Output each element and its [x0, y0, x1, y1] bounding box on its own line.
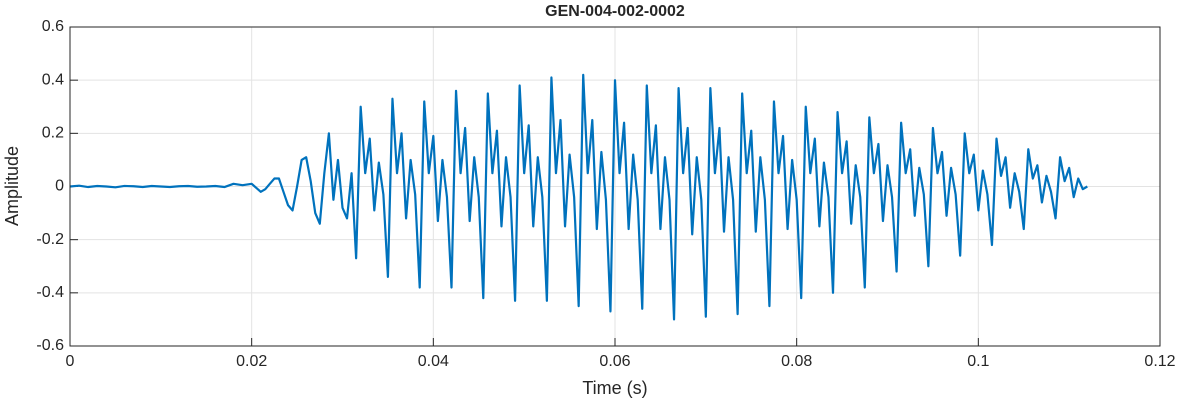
y-tick-label: -0.2	[36, 231, 64, 248]
x-tick-label: 0.02	[236, 353, 267, 370]
y-axis-label: Amplitude	[2, 146, 22, 226]
x-tick-label: 0	[66, 353, 75, 370]
waveform	[69, 73, 1088, 321]
plot-frame	[69, 26, 1161, 347]
x-tick-label: 0.1	[967, 353, 989, 370]
y-tick-label: 0	[55, 178, 64, 195]
chart-title: GEN-004-002-0002	[545, 3, 685, 20]
y-tick-label: 0.6	[42, 18, 64, 35]
x-tick-label: 0.04	[418, 353, 449, 370]
x-tick-label: 0.12	[1144, 353, 1175, 370]
y-tick-label: -0.4	[36, 284, 64, 301]
x-tick-label: 0.08	[781, 353, 812, 370]
y-tick-label: 0.2	[42, 125, 64, 142]
y-tick-label: -0.6	[36, 337, 64, 354]
x-tick-label: 0.06	[599, 353, 630, 370]
x-axis-label: Time (s)	[582, 378, 647, 398]
y-tick-label: 0.4	[42, 71, 64, 88]
